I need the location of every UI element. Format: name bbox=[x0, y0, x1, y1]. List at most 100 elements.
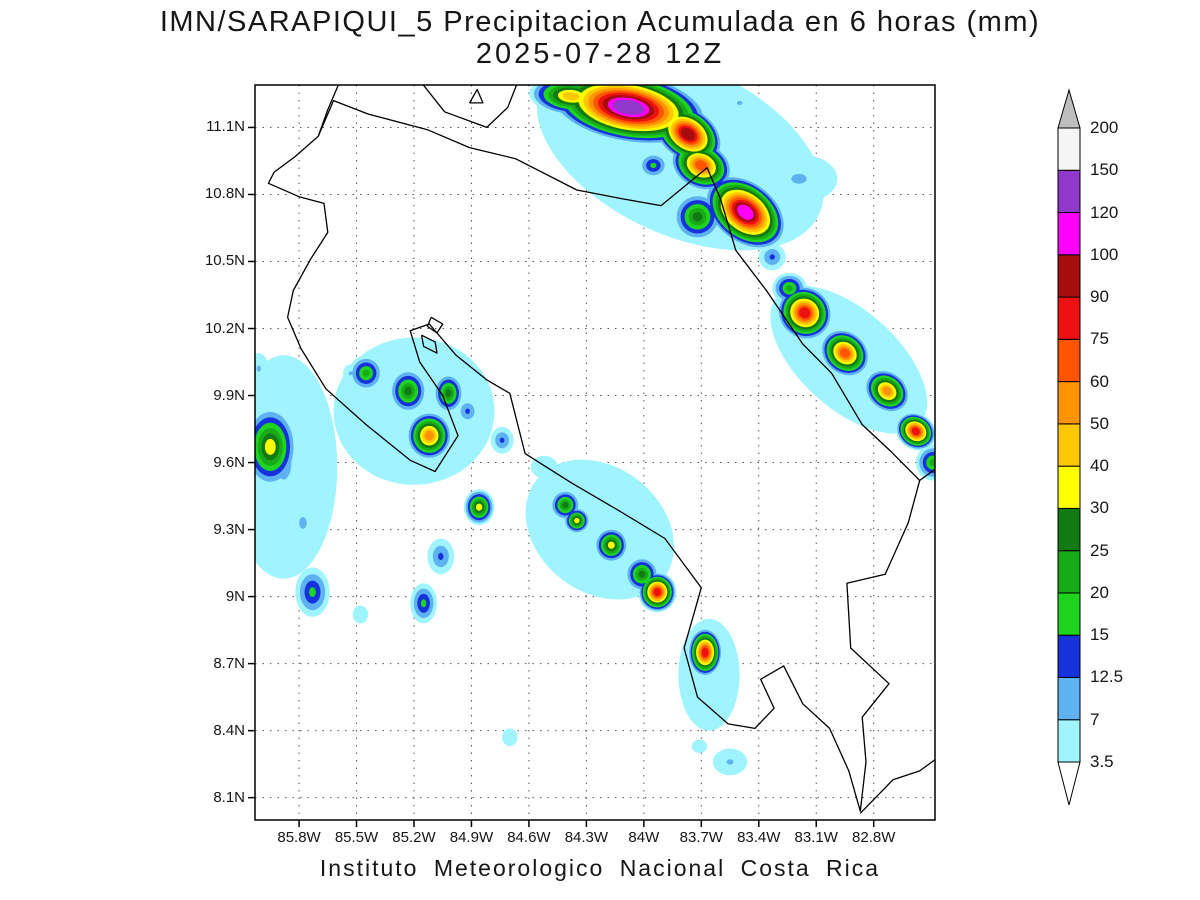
x-tick-label: 84W bbox=[628, 829, 660, 846]
colorbar-segment bbox=[1057, 719, 1081, 763]
colorbar-tick-label: 25 bbox=[1090, 540, 1109, 560]
x-tick-label: 84.9W bbox=[449, 829, 494, 846]
colorbar-segment bbox=[1057, 423, 1081, 467]
x-tick-label: 84.6W bbox=[507, 829, 551, 846]
colorbar-segment bbox=[1057, 381, 1081, 425]
precip-contour bbox=[502, 728, 518, 747]
precip-contour bbox=[445, 389, 452, 398]
precip-contour bbox=[839, 348, 851, 358]
colorbar-segment bbox=[1057, 127, 1081, 171]
colorbar-tick-label: 30 bbox=[1090, 498, 1109, 518]
precip-contour bbox=[791, 173, 807, 184]
colorbar-segment bbox=[1057, 634, 1081, 678]
precip-contour bbox=[562, 92, 580, 101]
y-tick-label: 10.8N bbox=[204, 185, 245, 203]
colorbar-tick-label: 90 bbox=[1090, 287, 1109, 307]
y-tick-label: 11.1N bbox=[206, 118, 245, 136]
precip-contour bbox=[465, 408, 470, 414]
precip-contour bbox=[705, 679, 732, 720]
colorbar-tick-label: 150 bbox=[1090, 160, 1119, 180]
y-tick-label: 8.1N bbox=[213, 788, 245, 806]
coastline-gulf_island_2 bbox=[426, 316, 444, 334]
x-tick-label: 83.1W bbox=[794, 829, 838, 846]
colorbar-segment bbox=[1057, 592, 1081, 636]
precip-contour bbox=[737, 204, 754, 220]
coastline-panama_pacific_coast bbox=[859, 759, 935, 814]
precip-contour bbox=[607, 541, 615, 549]
precip-contour bbox=[299, 517, 307, 529]
precip-contour bbox=[929, 459, 935, 467]
colorbar-tick-label: 100 bbox=[1090, 244, 1119, 264]
x-tick-label: 82.8W bbox=[852, 829, 896, 846]
plot-border bbox=[254, 84, 936, 821]
colorbar-tick-label: 20 bbox=[1090, 582, 1109, 602]
colorbar-segment bbox=[1057, 550, 1081, 594]
precip-contour bbox=[574, 517, 580, 524]
precip-contour bbox=[736, 100, 743, 105]
colorbar-segment bbox=[1057, 296, 1081, 340]
colorbar-tick-label: 75 bbox=[1090, 329, 1109, 349]
x-tick-label: 83.7W bbox=[679, 829, 723, 846]
colorbar-segment bbox=[1057, 169, 1081, 214]
colorbar-under-arrow bbox=[1057, 761, 1081, 806]
colorbar-segment bbox=[1057, 338, 1081, 383]
x-tick-label: 83.4W bbox=[737, 829, 781, 846]
colorbar-tick-label: 15 bbox=[1090, 625, 1109, 645]
chart-subtitle: 2025-07-28 12Z bbox=[475, 38, 725, 70]
coastline-lake_island bbox=[468, 88, 484, 104]
x-tick-label: 84.3W bbox=[564, 829, 609, 846]
colorbar-tick-label: 3.5 bbox=[1090, 752, 1114, 771]
plot-frame-layer bbox=[248, 84, 936, 827]
precip-contour bbox=[695, 160, 708, 171]
precipitation-cells-layer bbox=[255, 85, 935, 776]
y-tick-label: 9.9N bbox=[213, 386, 245, 404]
precip-contour bbox=[404, 386, 413, 396]
colorbar-segment bbox=[1057, 254, 1081, 298]
y-tick-label: 9.3N bbox=[213, 520, 245, 538]
precip-contour bbox=[769, 254, 775, 260]
colorbar-segment bbox=[1057, 212, 1081, 256]
precip-contour bbox=[911, 427, 920, 436]
precip-contour bbox=[799, 307, 811, 319]
precip-contour bbox=[476, 503, 483, 511]
precip-contour bbox=[562, 501, 569, 509]
x-tick-label: 85.8W bbox=[277, 829, 321, 846]
colorbar-tick-label: 120 bbox=[1090, 202, 1119, 222]
precip-contour bbox=[438, 552, 444, 561]
precip-contour bbox=[420, 599, 427, 608]
precip-contour bbox=[650, 162, 657, 169]
precip-contour bbox=[882, 386, 892, 396]
coastline-layer bbox=[267, 85, 935, 814]
y-tick-label: 8.7N bbox=[213, 654, 245, 672]
coastline-lake_nicaragua_shore bbox=[422, 85, 518, 129]
precip-contour bbox=[692, 211, 703, 222]
colorbar-segment bbox=[1057, 676, 1081, 721]
colorbar-segment bbox=[1057, 507, 1081, 552]
colorbar-over-arrow bbox=[1057, 88, 1081, 129]
y-tick-label: 10.5N bbox=[204, 252, 245, 270]
x-tick-label: 85.2W bbox=[392, 829, 436, 846]
precip-contour bbox=[786, 285, 793, 292]
y-tick-label: 8.4N bbox=[213, 721, 245, 739]
precip-contour bbox=[691, 739, 708, 753]
precip-contour bbox=[612, 99, 645, 115]
colorbar bbox=[1057, 88, 1081, 806]
precip-contour bbox=[352, 605, 369, 624]
precip-contour bbox=[638, 570, 646, 578]
precip-contour bbox=[424, 430, 434, 441]
precip-contour bbox=[264, 438, 276, 455]
x-tick-label: 85.5W bbox=[334, 829, 379, 846]
precip-contour bbox=[726, 759, 734, 765]
coastline-gulf_island_1 bbox=[420, 334, 438, 354]
colorbar-tick-label: 60 bbox=[1090, 371, 1109, 391]
coastline-costa_rica bbox=[267, 99, 921, 812]
precip-contour bbox=[256, 365, 261, 372]
coastline-panama_caribbean_coast bbox=[919, 468, 935, 481]
precip-contour bbox=[653, 588, 662, 597]
precip-contour bbox=[701, 647, 709, 658]
colorbar-tick-label: 40 bbox=[1090, 456, 1109, 476]
colorbar-tick-label: 50 bbox=[1090, 413, 1109, 433]
y-tick-label: 9N bbox=[225, 587, 245, 605]
